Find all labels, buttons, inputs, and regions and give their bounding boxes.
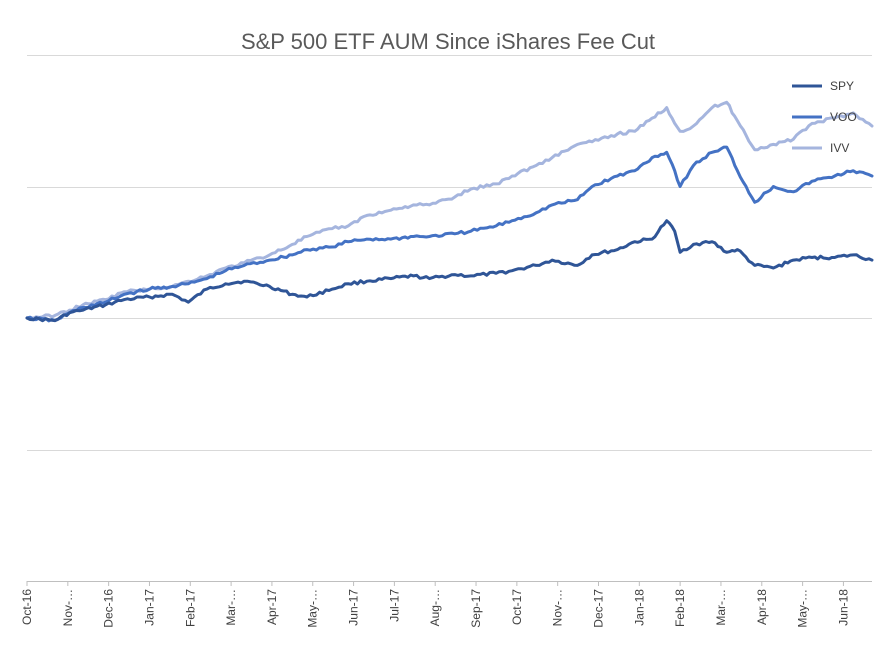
x-tick-label: May-… — [796, 589, 810, 628]
x-tick-label: Mar-… — [714, 589, 728, 626]
x-tick-label: Dec-17 — [591, 589, 605, 628]
x-tick-label: Oct-16 — [20, 589, 34, 625]
x-tick-label: Feb-17 — [183, 589, 197, 627]
series-lines — [25, 100, 874, 323]
x-tick-label: Mar-… — [224, 589, 238, 626]
x-tick-label: Oct-17 — [510, 589, 524, 625]
x-tick-label: Aug-… — [428, 589, 442, 626]
x-tick-label: Jun-17 — [347, 589, 361, 626]
x-tick-label: Jul-17 — [387, 589, 401, 622]
gridlines — [27, 55, 872, 451]
legend: SPY VOO IVV — [792, 79, 857, 155]
x-tick-label: Jan-18 — [632, 589, 646, 626]
x-tick-label: Apr-17 — [265, 589, 279, 625]
x-tick-label: Sep-17 — [469, 589, 483, 628]
x-axis: Oct-16 Nov-… Dec-16 Jan-17 Feb-17 Mar-… Apr-17… — [20, 581, 872, 628]
x-tick-label: Jan-17 — [142, 589, 156, 626]
chart-title: S&P 500 ETF AUM Since iShares Fee Cut — [241, 29, 655, 54]
legend-label-ivv: IVV — [830, 141, 849, 155]
x-tick-label: Dec-16 — [102, 589, 116, 628]
x-tick-label: Apr-18 — [755, 589, 769, 625]
x-tick-label: Feb-18 — [673, 589, 687, 627]
series-line-voo — [25, 145, 874, 323]
legend-label-voo: VOO — [830, 110, 857, 124]
legend-label-spy: SPY — [830, 79, 854, 93]
series-line-spy — [25, 219, 874, 323]
x-tick-label: May-… — [306, 589, 320, 628]
x-tick-label: Nov-… — [61, 589, 75, 626]
x-tick-label: Jun-18 — [836, 589, 850, 626]
x-tick-label: Nov-… — [551, 589, 565, 626]
